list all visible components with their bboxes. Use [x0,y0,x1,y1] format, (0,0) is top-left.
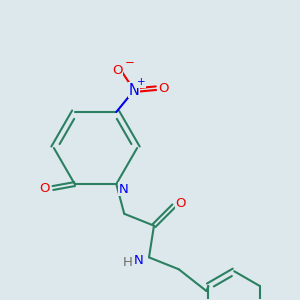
Text: O: O [159,82,169,95]
Text: H: H [122,256,132,269]
Text: O: O [176,197,186,210]
Text: −: − [125,56,135,69]
Text: N: N [129,83,140,98]
Text: O: O [112,64,123,77]
Text: +: + [137,77,146,87]
Text: N: N [118,182,128,196]
Text: N: N [134,254,144,267]
Text: O: O [40,182,50,194]
